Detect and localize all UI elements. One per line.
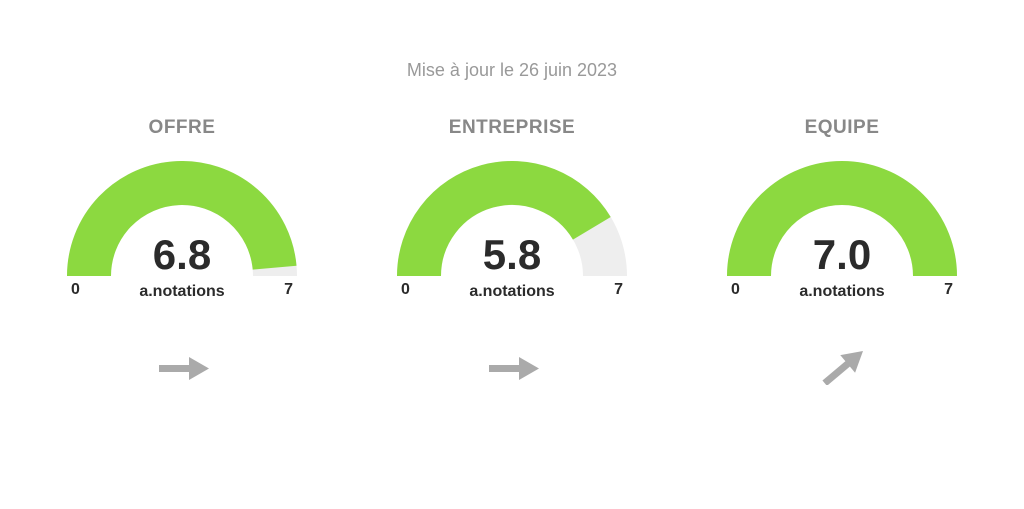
gauge-title: ENTREPRISE [449, 117, 575, 139]
gauge-sublabel: a.notations [397, 283, 627, 301]
update-text: Mise à jour le 26 juin 2023 [407, 60, 617, 81]
gauge-value: 6.8 [67, 231, 297, 279]
gauges-row: OFFRE 6.8 a.notations 0 7 ENTREPRISE 5.8 [52, 117, 972, 385]
gauge-offre: OFFRE 6.8 a.notations 0 7 [52, 117, 312, 385]
gauge-sublabel: a.notations [727, 283, 957, 301]
gauge-max-label: 7 [944, 281, 953, 299]
gauge-min-label: 0 [731, 281, 740, 299]
gauge-entreprise: ENTREPRISE 5.8 a.notations 0 7 [382, 117, 642, 385]
gauge-chart: 5.8 a.notations 0 7 [397, 161, 627, 311]
gauge-max-label: 7 [614, 281, 623, 299]
gauge-value: 5.8 [397, 231, 627, 279]
gauge-value: 7.0 [727, 231, 957, 279]
trend-arrow-wrap [483, 351, 541, 385]
gauge-title: EQUIPE [805, 117, 880, 139]
gauge-min-label: 0 [71, 281, 80, 299]
trend-arrow-wrap [813, 351, 871, 385]
arrow-up-right-icon [813, 351, 871, 385]
gauge-equipe: EQUIPE 7.0 a.notations 0 7 [712, 117, 972, 385]
arrow-right-icon [153, 351, 211, 385]
gauge-title: OFFRE [149, 117, 216, 139]
gauge-max-label: 7 [284, 281, 293, 299]
gauge-chart: 7.0 a.notations 0 7 [727, 161, 957, 311]
gauge-chart: 6.8 a.notations 0 7 [67, 161, 297, 311]
gauge-min-label: 0 [401, 281, 410, 299]
gauge-sublabel: a.notations [67, 283, 297, 301]
arrow-right-icon [483, 351, 541, 385]
trend-arrow-wrap [153, 351, 211, 385]
